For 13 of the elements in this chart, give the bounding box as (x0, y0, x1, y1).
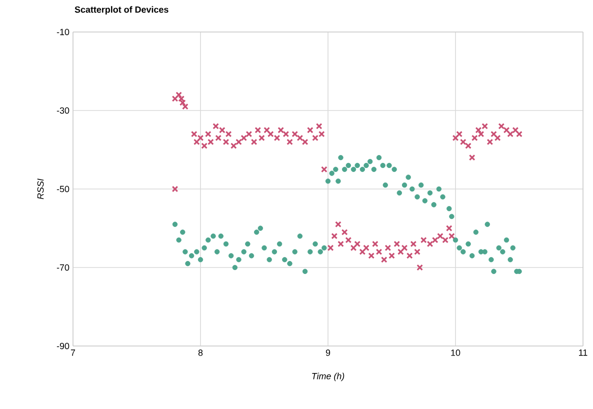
x-tick-label: 10 (451, 350, 460, 356)
y-tick-label: -90 (56, 342, 70, 350)
chart-title: Scatterplot of Devices (74, 6, 168, 14)
x-tick-label: 7 (70, 350, 76, 356)
x-tick-label: 11 (579, 350, 588, 356)
y-tick-label: -10 (56, 28, 70, 36)
x-axis-title: Time (h) (312, 372, 344, 382)
y-axis-title: RSSI (37, 178, 44, 200)
y-tick-label: -50 (56, 186, 70, 192)
y-tick-label: -30 (56, 107, 70, 114)
y-tick-label: -70 (56, 264, 70, 271)
x-tick-label: 8 (198, 350, 203, 356)
x-tick-label: 9 (326, 350, 330, 356)
